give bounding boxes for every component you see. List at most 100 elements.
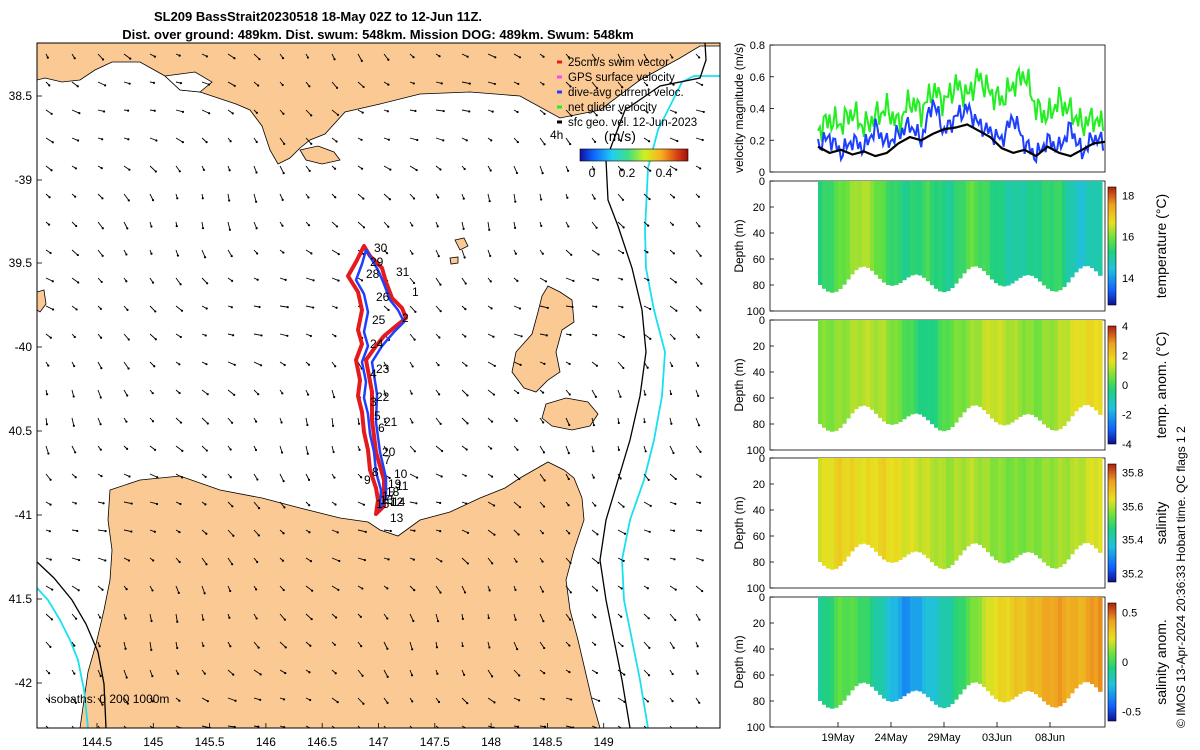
cbar-tick-label: 35.2 [1122, 569, 1143, 581]
current-arrow-head [387, 83, 390, 86]
current-arrow-head [207, 83, 211, 86]
current-arrow-head [544, 280, 548, 283]
current-arrow-head [360, 167, 364, 170]
cbar-tick-label: 35.6 [1122, 501, 1143, 513]
current-arrow-head [518, 506, 522, 509]
current-arrow-head [150, 252, 153, 255]
waypoint-label: 20 [382, 445, 396, 459]
current-arrow-head [594, 58, 597, 61]
current-arrow-head [541, 172, 544, 175]
lon-tick-label: 145.5 [195, 735, 225, 749]
current-arrow-head [649, 169, 652, 172]
current-arrow-head [129, 57, 132, 60]
current-arrow-head [386, 675, 389, 678]
current-arrow-head [49, 336, 52, 339]
current-arrow-head [620, 587, 623, 590]
current-arrow-head [698, 501, 702, 504]
waypoint-label: 15 [376, 497, 390, 511]
current-arrow-head [74, 167, 77, 170]
section-cell [974, 597, 979, 683]
current-arrow-head [124, 617, 127, 620]
current-arrow [565, 585, 572, 593]
section-cell [878, 458, 883, 556]
current-arrow-head [465, 448, 468, 451]
current-arrow-head [649, 337, 652, 340]
current-arrow-head [387, 138, 391, 141]
section-cell [838, 597, 843, 705]
current-arrow-head [542, 620, 545, 623]
section-cell [898, 597, 903, 699]
current-arrow [97, 81, 106, 86]
current-arrow [227, 193, 230, 201]
current-arrow-head [231, 505, 234, 508]
section-cell [1086, 320, 1091, 406]
current-arrow-head [361, 587, 364, 590]
section-cell [1078, 181, 1083, 269]
current-arrow-head [282, 532, 285, 535]
current-arrow-head [493, 364, 496, 368]
current-arrow-head [595, 334, 598, 337]
current-arrow-head [442, 139, 445, 142]
section-cell [930, 458, 935, 563]
section-cell [938, 597, 943, 708]
depth-tick-label: 0 [759, 592, 765, 604]
current-arrow-head [74, 701, 78, 704]
current-arrow-head [412, 619, 415, 623]
current-arrow [201, 557, 207, 565]
section-cell [946, 181, 951, 292]
section-cell [1066, 181, 1071, 283]
current-arrow [461, 585, 466, 593]
waypoint-label: 23 [376, 362, 390, 376]
current-arrow-head [487, 616, 490, 620]
cbar-tick-label: -4 [1122, 439, 1132, 451]
current-arrow [331, 417, 334, 426]
current-arrow-head [233, 57, 236, 60]
current-arrow-head [621, 644, 624, 648]
current-arrow-head [671, 56, 674, 59]
current-arrow-head [178, 170, 181, 173]
section-cell [838, 458, 843, 566]
current-arrow-head [542, 421, 545, 424]
current-arrow-head [311, 589, 314, 592]
current-arrow [591, 81, 598, 89]
current-arrow [71, 725, 75, 728]
cbar-tick-label: 0 [1122, 380, 1128, 392]
current-arrow [669, 277, 677, 283]
section-cell [890, 458, 895, 563]
section-cell [882, 181, 887, 283]
section-cell [1078, 458, 1083, 546]
current-arrow-head [620, 60, 623, 63]
section-cell [854, 458, 859, 548]
current-arrow-head [205, 141, 208, 144]
section-cell [842, 597, 847, 701]
current-arrow-head [569, 333, 572, 337]
current-arrow-head [233, 393, 236, 396]
current-arrow-head [74, 476, 77, 479]
waypoint-label: 13 [390, 511, 404, 525]
current-arrow-head [308, 531, 311, 534]
current-arrow-head [49, 503, 52, 506]
current-arrow-head [515, 419, 518, 422]
current-arrow [617, 389, 621, 397]
section-cell [990, 181, 995, 280]
current-arrow-head [570, 698, 573, 701]
current-arrow-head [334, 365, 337, 368]
current-arrow [71, 249, 79, 256]
depth-tick-label: 0 [759, 176, 765, 188]
current-arrow-head [99, 396, 102, 399]
current-arrow-head [543, 725, 547, 728]
section-cell [978, 597, 983, 684]
current-arrow-head [125, 280, 128, 283]
section-cell [970, 320, 975, 406]
current-arrow-head [179, 283, 182, 286]
current-arrow-head [309, 334, 312, 338]
section-cell [906, 181, 911, 278]
current-arrow-head [128, 168, 131, 171]
current-arrow [149, 641, 152, 650]
current-arrow [45, 165, 52, 171]
current-arrow-head [488, 228, 491, 231]
current-arrow-head [309, 644, 312, 647]
current-arrow-head [701, 559, 704, 562]
current-arrow-head [101, 58, 105, 61]
